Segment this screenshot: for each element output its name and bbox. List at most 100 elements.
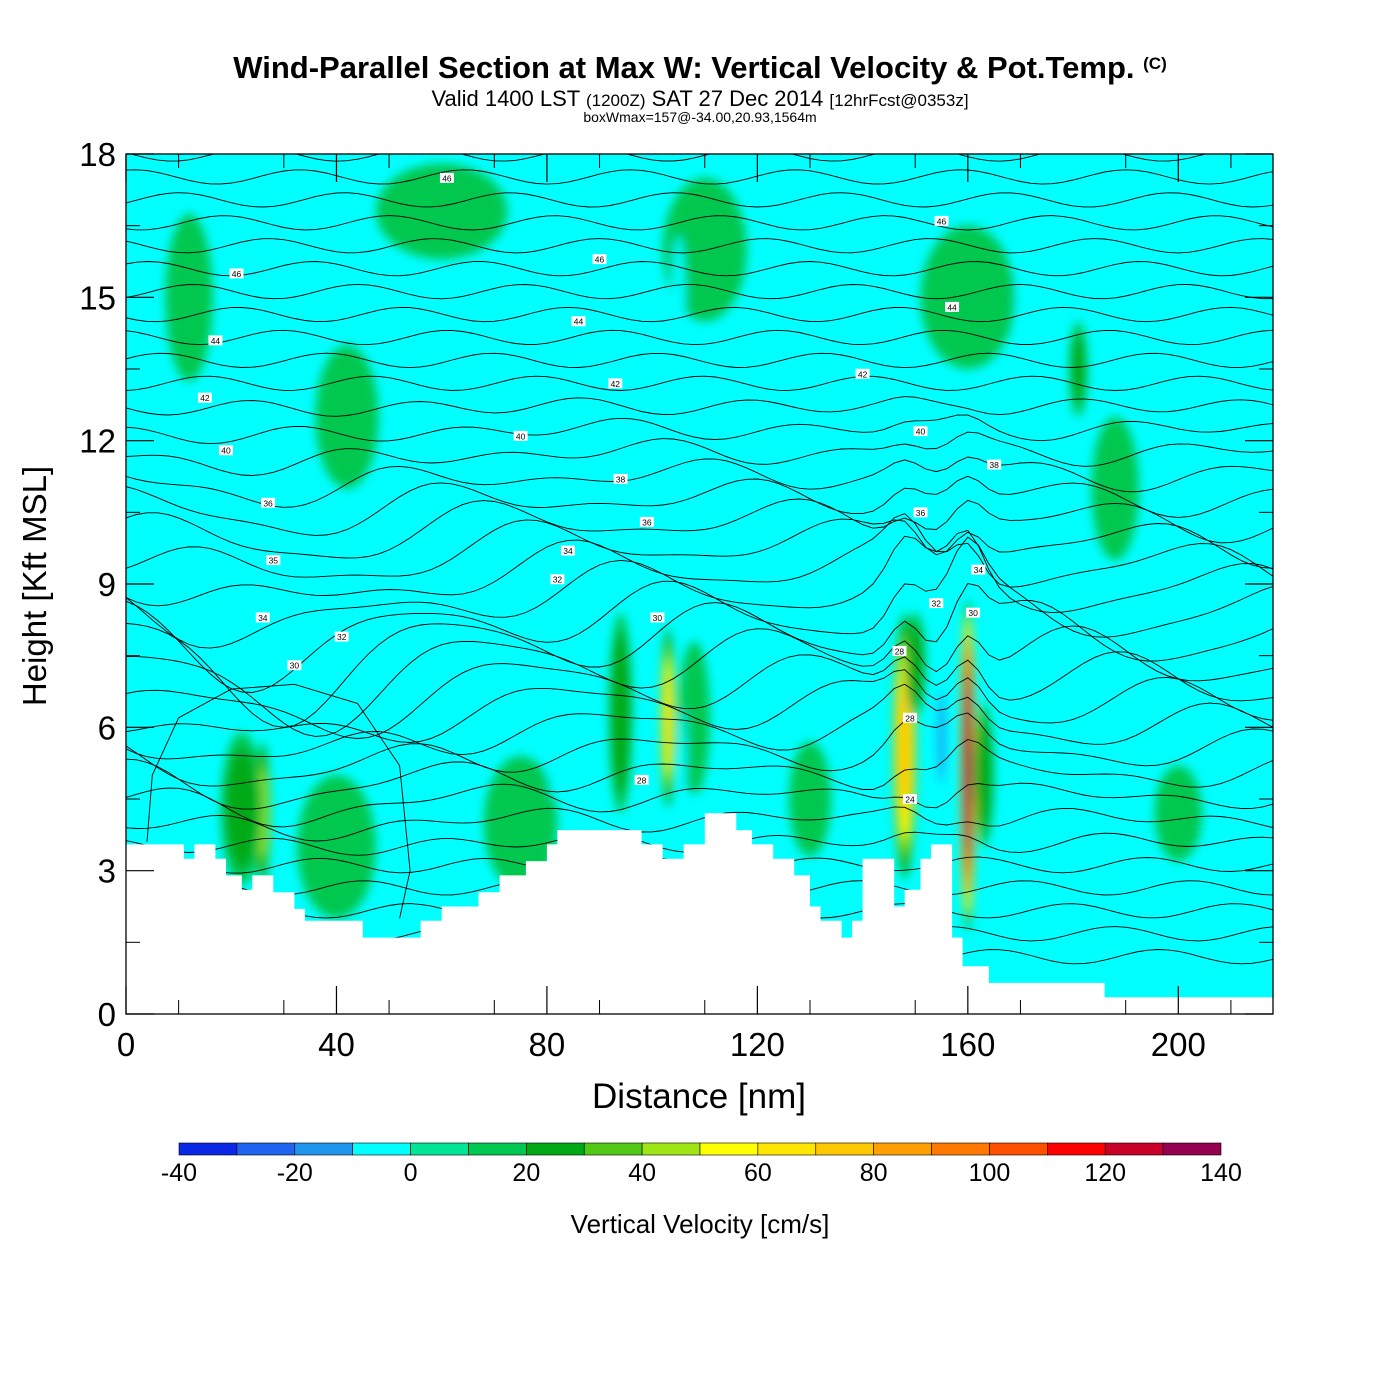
x-tick-label: 80 [529,1026,566,1063]
x-tick-label: 200 [1151,1026,1206,1063]
velocity-cell [1006,154,1013,188]
y-tick-label: 18 [79,136,116,173]
x-tick-label: 40 [318,1026,355,1063]
contour-label: 44 [945,301,960,312]
isentrope [126,498,1273,559]
contour-label: 36 [261,497,276,508]
isentrope [126,283,1273,300]
contour-label-text: 46 [232,269,242,279]
contour-label-box [229,268,244,279]
contour-label: 40 [513,430,528,441]
isentrope [126,518,1273,578]
contour-label: 42 [197,392,212,403]
isentrope [126,712,1273,787]
contour-label-text: 34 [563,546,573,556]
contour-label: 30 [287,660,302,671]
contour-label-text: 38 [616,474,626,484]
colorbar-tick-label: 100 [969,1159,1011,1187]
velocity-cell [165,213,213,381]
isentrope [126,329,1273,346]
contour-label: 42 [608,378,623,389]
velocity-contour [611,283,620,408]
colorbar-swatch [699,1142,759,1156]
isentrope [126,669,1273,743]
contour-label: 40 [218,445,233,456]
velocity-contour [1006,154,1013,188]
y-tick-label: 6 [98,709,116,746]
velocity-contour [937,689,946,785]
velocity-cell [549,732,556,799]
chart-title: Wind-Parallel Section at Max W: Vertical… [0,50,1400,86]
contour-label-text: 40 [221,446,231,456]
colorbar-swatch [1104,1142,1164,1156]
contour-label: 34 [971,564,986,575]
contour-label-box [197,392,212,403]
contour-labels: 46 46 46 46 44 44 44 42 42 42 40 40 40 38 38 36 36 36 35 34… [197,172,1002,805]
y-tick-label: 3 [98,853,116,890]
contour-label-box [218,445,233,456]
colorbar-swatch [1047,1142,1106,1156]
velocity-contour [964,690,972,841]
contour-label-box [571,316,586,327]
contour-label-text: 30 [290,661,300,671]
contour-label-text: 46 [937,216,947,226]
isentrope [126,431,1273,476]
contour-label-text: 30 [968,608,978,618]
velocity-contour [296,775,376,919]
contour-label-box [439,172,454,183]
contour-label-text: 36 [263,498,273,508]
contour-label-text: 28 [637,775,647,785]
colorbar-tick-label: 40 [628,1159,656,1187]
velocity-contour [788,741,832,857]
contour-label-box [855,368,870,379]
isentrope [126,169,1273,185]
contour-label-box [550,574,565,585]
contour-label-box [266,555,281,566]
title-text: Wind-Parallel Section at Max W: Vertical… [233,50,1135,85]
isentrope [126,352,1273,369]
isentrope [126,782,1273,828]
isentrope [126,192,1273,208]
contour-label: 30 [650,612,665,623]
velocity-cell [671,235,686,360]
contour-label-box [287,660,302,671]
velocity-contour [843,813,851,881]
isentrope [126,806,1273,842]
contour-label-box [902,794,917,804]
subtitle-date: SAT 27 Dec 2014 [651,86,824,111]
contour-label: 32 [929,598,944,609]
velocity-contour [1154,765,1202,862]
contour-label: 32 [334,631,349,642]
contour-label: 44 [571,316,586,327]
contour-label: 40 [913,426,928,437]
isentrope [126,238,1273,254]
velocity-contour [849,154,856,181]
velocity-cell [296,775,376,919]
contour-label-box [208,335,223,346]
y-axis-label: Height [Kft MSL] [16,466,53,706]
colorbar-swatch [931,1142,990,1156]
contour-label-text: 28 [895,646,905,656]
velocity-cell [879,361,888,472]
contour-label-text: 44 [947,302,957,312]
velocity-cell [843,813,851,881]
isentrope [129,154,1208,162]
colorbar-swatch [352,1142,411,1156]
isentrope [126,396,1273,417]
y-tick-label: 15 [79,279,116,316]
velocity-contour [375,163,508,260]
velocity-cell [1154,765,1202,862]
velocity-cell [315,345,379,489]
velocity-cell [1069,321,1088,417]
contour-label: 24 [902,794,917,805]
contour-label-box [987,459,1002,470]
contour-label-text: 36 [916,508,926,518]
colorbar-swatch [410,1142,469,1156]
velocity-cell [1091,416,1139,561]
x-tick-label: 120 [730,1026,785,1063]
contour-label: 46 [592,254,607,265]
subtitle-utc: (1200Z) [585,91,646,110]
velocity-contour [422,727,429,804]
contour-label-box [892,645,907,656]
velocity-cell [611,283,620,408]
